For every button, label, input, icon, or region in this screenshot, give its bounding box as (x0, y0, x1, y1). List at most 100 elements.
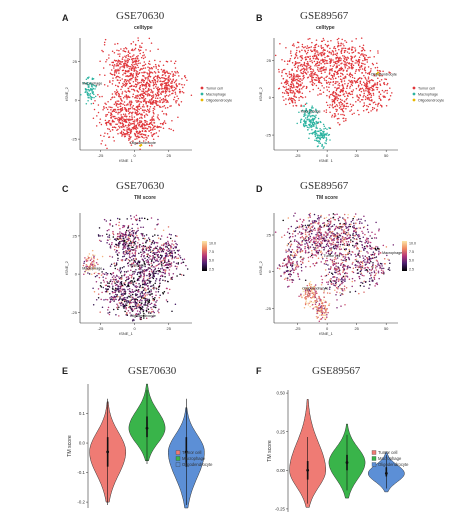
scatter-point-tumor (128, 254, 131, 256)
scatter-point-tumor (114, 276, 117, 278)
scatter-point-tumor (153, 242, 155, 245)
scatter-point-tumor (163, 112, 165, 115)
scatter-point-tumor (371, 231, 373, 234)
scatter-point-tumor (133, 277, 135, 279)
scatter-point-tumor (355, 87, 358, 90)
scatter-point-tumor (119, 62, 121, 65)
scatter-point-tumor (136, 120, 138, 122)
scatter-point-tumor (360, 218, 362, 220)
scatter-point-tumor (317, 251, 319, 254)
scatter-point-tumor (341, 229, 343, 231)
scatter-point-tumor (344, 56, 347, 59)
scatter-point-tumor (179, 91, 181, 94)
scatter-point-tumor (158, 311, 160, 314)
scatter-point-tumor (147, 141, 150, 143)
scatter-point-tumor (133, 319, 135, 321)
scatter-point-tumor (293, 57, 296, 60)
scatter-point-tumor (143, 79, 146, 82)
scatter-point-tumor (343, 57, 345, 59)
scatter-point-tumor (144, 67, 147, 69)
scatter-point-tumor (142, 247, 144, 250)
scatter-point-tumor (159, 60, 161, 63)
scatter-point-tumor (127, 258, 130, 261)
scatter-point-tumor (359, 45, 361, 48)
scatter-point-tumor (119, 283, 121, 285)
scatter-point-tumor (171, 85, 174, 87)
scatter-point-macrophage (318, 142, 320, 144)
scatter-point-tumor (372, 92, 375, 95)
scatter-point-tumor (139, 49, 142, 52)
scatter-point-tumor (165, 113, 167, 115)
scatter-point-macrophage (314, 116, 317, 118)
scatter-point-tumor (112, 288, 114, 291)
scatter-point-tumor (135, 126, 137, 129)
scatter-point-tumor (286, 91, 288, 93)
scatter-point-tumor (130, 307, 132, 309)
scatter-point-tumor (122, 113, 125, 116)
scatter-point-tumor (155, 270, 157, 273)
scatter-point-tumor (175, 242, 177, 245)
scatter-point-tumor (126, 66, 128, 68)
scatter-point-tumor (162, 64, 165, 66)
scatter-point-tumor (141, 279, 144, 282)
scatter-point-tumor (293, 98, 295, 101)
scatter-point-macrophage (306, 126, 309, 128)
scatter-point-tumor (305, 53, 308, 55)
scatter-point-tumor (186, 268, 189, 270)
scatter-point-tumor (291, 100, 294, 103)
scatter-point-tumor (307, 63, 309, 65)
scatter-point-tumor (169, 237, 172, 240)
scatter-point-tumor (156, 242, 159, 244)
scatter-point-tumor (153, 119, 155, 122)
scatter-point-tumor (311, 71, 314, 73)
scatter-point-tumor (325, 69, 327, 71)
scatter-point-tumor (103, 41, 106, 44)
scatter-point-tumor (320, 226, 323, 229)
scatter-point-tumor (144, 304, 146, 306)
scatter-point-tumor (340, 90, 343, 92)
scatter-point-tumor (111, 73, 114, 76)
scatter-point-tumor (330, 78, 332, 80)
scatter-point-tumor (297, 82, 299, 85)
scatter-point-tumor (104, 38, 107, 41)
panel-letter-a: A (62, 13, 69, 23)
scatter-point-tumor (106, 274, 108, 276)
scatter-point-tumor (379, 93, 382, 95)
scatter-point-tumor (306, 45, 309, 47)
scatter-point-tumor (116, 293, 118, 296)
scatter-point-tumor (304, 236, 307, 239)
scatter-point-tumor (150, 67, 153, 69)
scatter-point-tumor (118, 241, 120, 244)
scatter-point-oligodendrocyte (139, 145, 142, 147)
scatter-point-tumor (184, 76, 187, 79)
scatter-point-tumor (313, 240, 316, 242)
scatter-point-tumor (174, 265, 177, 268)
scatter-point-tumor (317, 53, 319, 55)
scatter-point-tumor (344, 238, 346, 241)
scatter-point-tumor (309, 81, 311, 83)
scatter-point-tumor (135, 67, 137, 69)
scatter-point-tumor (125, 276, 128, 278)
scatter-point-tumor (292, 235, 294, 238)
scatter-point-tumor (116, 244, 119, 246)
scatter-point-tumor (143, 137, 145, 139)
scatter-point-tumor (296, 75, 299, 78)
scatter-point-tumor (108, 120, 111, 122)
scatter-point-tumor (131, 265, 134, 268)
scatter-point-tumor (323, 237, 326, 239)
scatter-point-tumor (149, 258, 151, 260)
scatter-point-macrophage (87, 272, 89, 274)
scatter-point-tumor (111, 298, 114, 301)
scatter-point-macrophage (88, 94, 91, 96)
scatter-point-macrophage (88, 84, 90, 86)
scatter-point-tumor (156, 251, 159, 254)
panel-letter-b: B (256, 13, 263, 23)
scatter-point-tumor (119, 53, 121, 55)
scatter-point-tumor (160, 261, 163, 263)
scatter-point-tumor (307, 256, 310, 259)
scatter-point-tumor (128, 256, 131, 258)
scatter-point-tumor (352, 232, 354, 235)
scatter-point-tumor (329, 247, 331, 249)
scatter-point-tumor (329, 47, 331, 50)
scatter-point-tumor (133, 241, 135, 244)
